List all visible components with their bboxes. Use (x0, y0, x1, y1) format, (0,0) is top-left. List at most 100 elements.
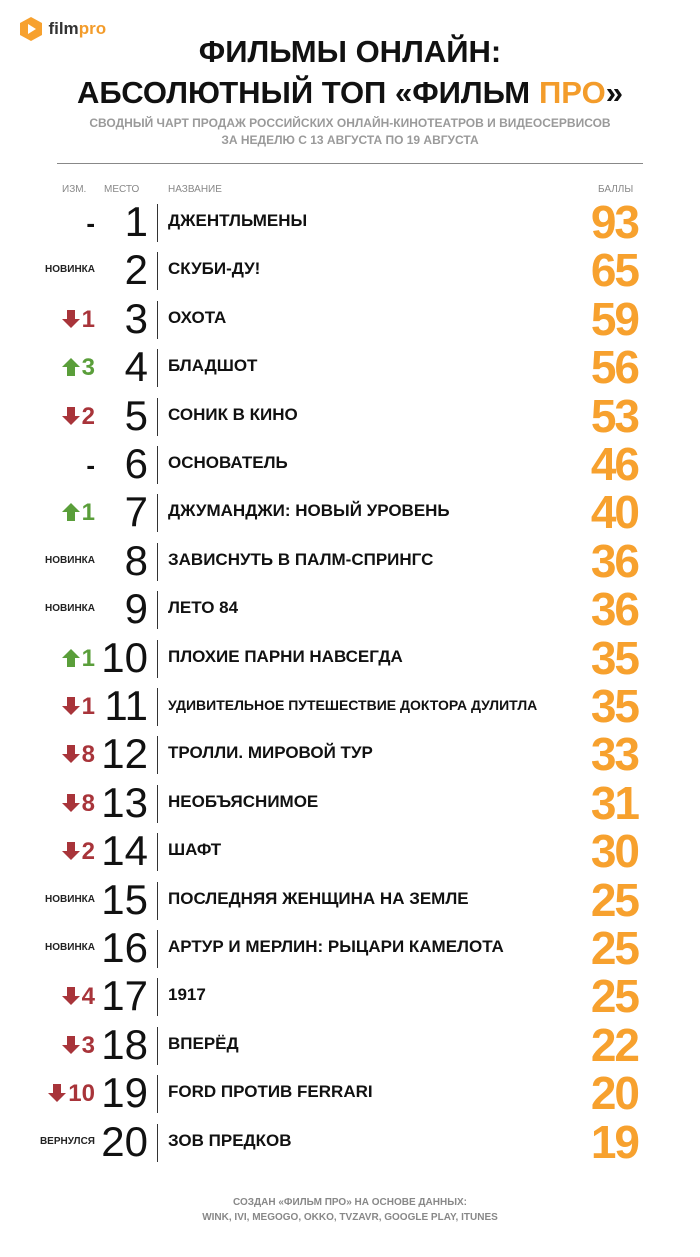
movie-title: ТРОЛЛИ. МИРОВОЙ ТУР (168, 743, 373, 763)
rank: 2 (124, 246, 148, 294)
change: 4 (0, 983, 95, 1011)
rank: 11 (104, 682, 148, 729)
row-divider (157, 978, 158, 1017)
score: 25 (590, 922, 640, 974)
row-divider (157, 494, 158, 533)
row-divider (157, 1123, 158, 1162)
column-header: МЕСТО (104, 184, 140, 195)
arrow-down (61, 987, 80, 1006)
change: 3 (0, 354, 95, 382)
change: НОВИНКА (45, 554, 95, 566)
change: 10 (0, 1080, 95, 1108)
score: 36 (590, 534, 640, 587)
score: 31 (590, 776, 640, 829)
movie-title: БЛАДШОТ (168, 356, 258, 376)
score: 93 (590, 196, 640, 248)
change: 2 (0, 838, 95, 866)
row-divider (157, 542, 158, 581)
change: 3 (0, 1032, 95, 1060)
title-part: АБСОЛЮТНЫЙ ТОП «ФИЛЬМ (77, 75, 531, 110)
rank: 3 (124, 294, 148, 342)
arrow-down (61, 793, 80, 812)
arrow-up (61, 648, 80, 667)
row-divider (157, 639, 158, 678)
change: 1 (0, 693, 95, 721)
arrow-down (61, 842, 80, 861)
score: 35 (590, 680, 640, 732)
movie-title: ШАФТ (168, 840, 222, 860)
movie-title: ЛЕТО 84 (168, 598, 239, 618)
movie-title: УДИВИТЕЛЬНОЕ ПУТЕШЕСТВИЕ ДОКТОРА ДУЛИТЛА (168, 697, 538, 713)
movie-title: СКУБИ-ДУ! (168, 259, 261, 279)
score: 36 (590, 583, 640, 636)
rank: 12 (101, 730, 148, 778)
arrow-down (48, 1084, 67, 1103)
title-line1: ФИЛЬМЫ ОНЛАЙН: (198, 34, 502, 69)
logo-pro: pro (78, 19, 107, 38)
subtitle: СВОДНЫЙ ЧАРТ ПРОДАЖ РОССИЙСКИХ ОНЛАЙН-КИ… (89, 116, 611, 130)
movie-title: ПЛОХИЕ ПАРНИ НАВСЕГДА (168, 646, 403, 666)
column-header: ИЗМ. (62, 184, 87, 195)
score: 56 (590, 341, 640, 394)
change: - (86, 450, 95, 480)
rank: 16 (101, 924, 148, 971)
rank: 8 (124, 536, 148, 584)
row-divider (157, 397, 158, 436)
movie-title: 1917 (168, 985, 206, 1005)
row-divider (157, 784, 158, 823)
arrow-down (61, 697, 80, 715)
score: 19 (590, 1115, 640, 1168)
rank: 6 (124, 440, 148, 487)
logo-film: film (48, 19, 79, 38)
rank: 14 (101, 827, 148, 875)
movie-title: ЗОВ ПРЕДКОВ (168, 1130, 292, 1150)
movie-title: НЕОБЪЯСНИМОЕ (168, 791, 319, 811)
rank: 9 (124, 585, 148, 633)
rank: 19 (101, 1069, 148, 1117)
row-divider (157, 881, 158, 920)
arrow-down (61, 745, 80, 764)
score: 30 (590, 825, 640, 878)
change: 1 (0, 306, 95, 334)
row-divider (157, 1026, 158, 1065)
change: 2 (0, 403, 95, 431)
title-part: » (605, 75, 623, 110)
score: 35 (590, 631, 640, 684)
row-divider (157, 688, 158, 726)
arrow-up (61, 503, 80, 522)
change: НОВИНКА (45, 893, 95, 905)
row-divider (157, 1075, 158, 1114)
score: 65 (590, 244, 640, 297)
score: 46 (590, 438, 640, 490)
footer: СОЗДАН «ФИЛЬМ ПРО» НА ОСНОВЕ ДАННЫХ: (232, 1197, 468, 1208)
movie-title: ОСНОВАТЕЛЬ (168, 453, 288, 472)
column-header: БАЛЛЫ (598, 184, 634, 195)
change: ВЕРНУЛСЯ (39, 1135, 95, 1147)
rank: 15 (101, 875, 148, 923)
movie-title: ОХОТА (168, 307, 227, 327)
movie-title: FORD ПРОТИВ FERRARI (168, 1082, 373, 1102)
change: 8 (0, 790, 95, 818)
row-divider (157, 300, 158, 339)
rank: 1 (124, 198, 148, 245)
rank: 18 (101, 1020, 148, 1068)
row-divider (157, 591, 158, 630)
arrow-down (61, 309, 80, 328)
change: - (86, 208, 95, 238)
score: 59 (590, 292, 640, 345)
change: НОВИНКА (45, 603, 95, 615)
title-line2: АБСОЛЮТНЫЙ ТОП «ФИЛЬМ ПРО» (0, 75, 700, 111)
logo-icon (20, 17, 42, 41)
movie-title: ПОСЛЕДНЯЯ ЖЕНЩИНА НА ЗЕМЛЕ (168, 888, 469, 908)
subtitle: ЗА НЕДЕЛЮ С 13 АВГУСТА ПО 19 АВГУСТА (221, 133, 479, 147)
movie-title: ДЖЕНТЛЬМЕНЫ (168, 211, 308, 230)
divider (57, 163, 643, 164)
score: 25 (590, 873, 640, 926)
change: 1 (0, 499, 95, 527)
row-divider (157, 349, 158, 388)
rank: 20 (101, 1117, 148, 1165)
arrow-down (61, 406, 80, 425)
score: 22 (590, 1018, 640, 1071)
movie-title: ВПЕРЁД (168, 1033, 239, 1053)
score: 33 (590, 728, 640, 781)
